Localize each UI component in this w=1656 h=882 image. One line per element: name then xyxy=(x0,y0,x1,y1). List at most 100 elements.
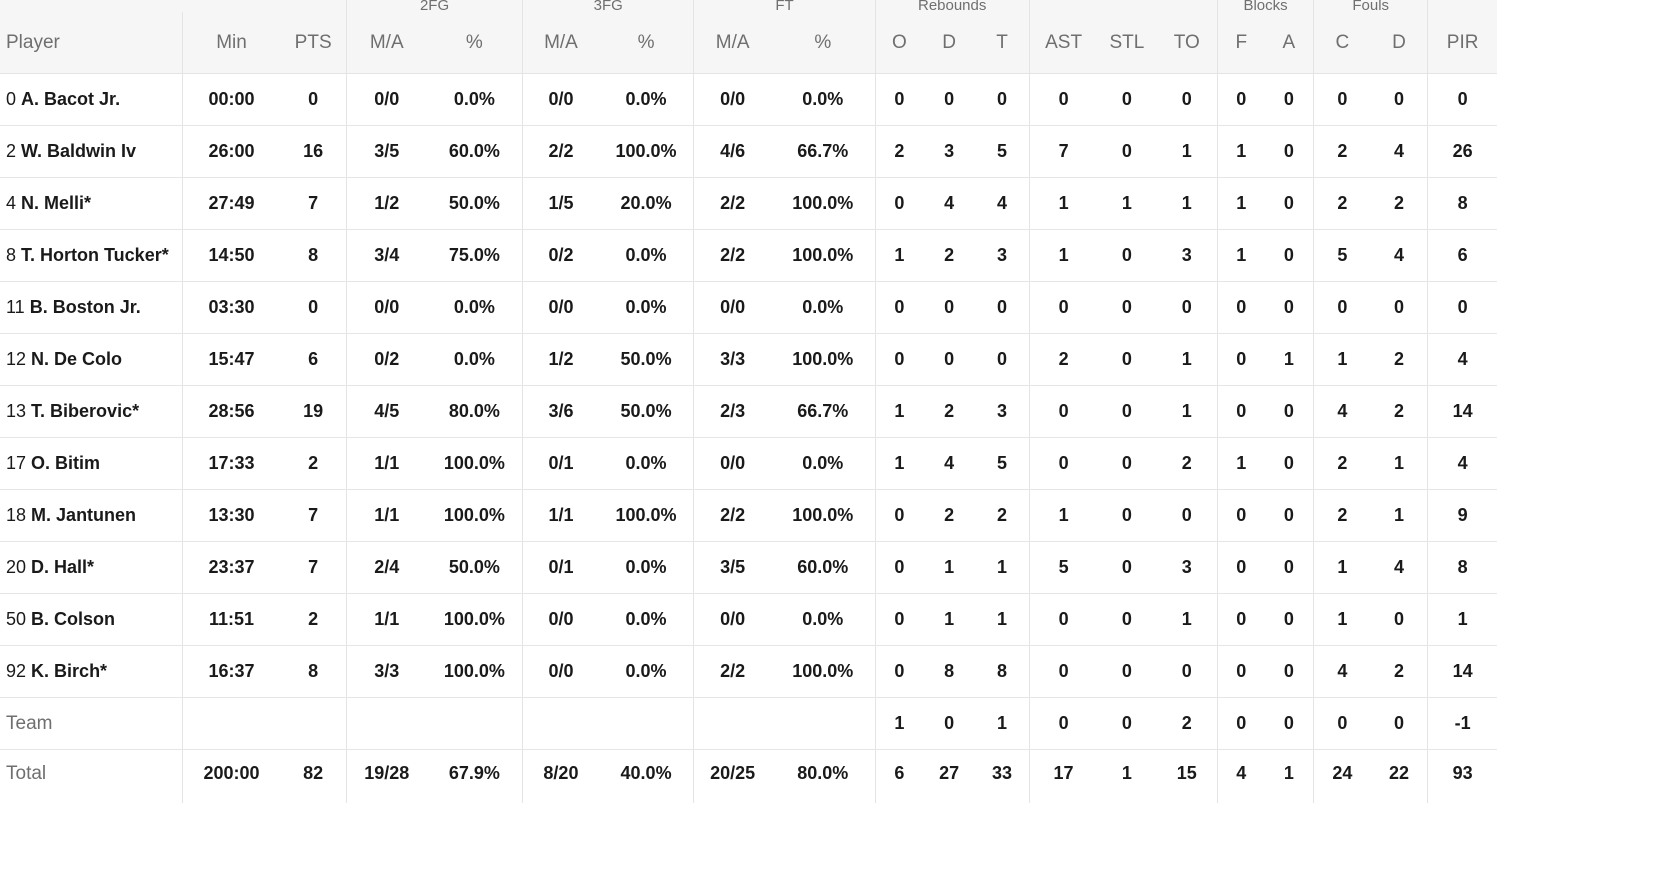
table-row: 2 W. Baldwin Iv 26:00 16 3/5 60.0% 2/2 100.0% 4… xyxy=(0,125,1497,178)
cell-2fg-pct: 60.0% xyxy=(426,125,523,178)
cell-3fg-pct: 100.0% xyxy=(598,125,694,178)
cell-3fg-made-attempted: 0/0 xyxy=(522,645,599,698)
player-name-link[interactable]: W. Baldwin Iv xyxy=(21,141,137,161)
cell-pts xyxy=(280,697,347,750)
cell-2fg-pct: 75.0% xyxy=(426,229,523,282)
cell-ast: 5 xyxy=(1028,541,1098,594)
cell-reb-offensive: 0 xyxy=(874,489,924,542)
column-header-fouls-committed[interactable]: C xyxy=(1313,12,1371,74)
player-number: 92 xyxy=(6,661,27,681)
cell-fouls-drawn: 4 xyxy=(1370,541,1428,594)
cell-ft-made-attempted: 3/3 xyxy=(693,333,771,386)
table-row: 4 N. Melli* 27:49 7 1/2 50.0% 1/5 20.0% 2/2 100.… xyxy=(0,177,1497,230)
player-cell[interactable]: 92 K. Birch* xyxy=(0,645,183,698)
cell-stl: 0 xyxy=(1097,489,1157,542)
cell-blocks-for: 0 xyxy=(1217,385,1265,438)
player-name-link[interactable]: O. Bitim xyxy=(31,453,101,473)
cell-reb-defensive: 0 xyxy=(923,333,976,386)
player-name-link[interactable]: D. Hall* xyxy=(31,557,95,577)
column-header-3fg-made-attempted[interactable]: M/A xyxy=(522,12,599,74)
table-row: 11 B. Boston Jr. 03:30 0 0/0 0.0% 0/0 0.0% 0/0 0… xyxy=(0,281,1497,334)
cell-fouls-committed: 1 xyxy=(1313,541,1371,594)
column-header-stl[interactable]: STL xyxy=(1097,12,1157,74)
cell-min: 200:00 xyxy=(181,749,281,803)
player-number: 2 xyxy=(6,141,17,161)
cell-blocks-for: 0 xyxy=(1217,541,1265,594)
cell-min: 14:50 xyxy=(181,229,281,282)
column-header-3fg-pct[interactable]: % xyxy=(598,12,694,74)
cell-blocks-against: 0 xyxy=(1264,593,1314,646)
player-name-link[interactable]: N. Melli* xyxy=(21,193,92,213)
cell-to: 1 xyxy=(1156,385,1218,438)
column-header-reb-total[interactable]: T xyxy=(975,12,1030,74)
cell-3fg-pct: 0.0% xyxy=(598,437,694,490)
cell-ft-pct: 100.0% xyxy=(770,177,876,230)
player-name-link[interactable]: T. Biberovic* xyxy=(31,401,140,421)
column-header-2fg-made-attempted[interactable]: M/A xyxy=(345,12,427,74)
column-header-ft-made-attempted[interactable]: M/A xyxy=(693,12,771,74)
cell-ast: 1 xyxy=(1028,177,1098,230)
column-header-pts[interactable]: PTS xyxy=(280,12,347,74)
column-header-pir[interactable]: PIR xyxy=(1427,12,1497,74)
cell-to: 1 xyxy=(1156,177,1218,230)
group-header-3fg: 3FG xyxy=(522,0,694,12)
player-cell[interactable]: 0 A. Bacot Jr. xyxy=(0,73,183,126)
player-cell[interactable]: 50 B. Colson xyxy=(0,593,183,646)
cell-pts: 6 xyxy=(280,333,347,386)
cell-ft-made-attempted: 0/0 xyxy=(693,281,771,334)
group-spacer xyxy=(0,0,346,12)
player-name-link[interactable]: N. De Colo xyxy=(31,349,123,369)
cell-3fg-pct: 0.0% xyxy=(598,593,694,646)
player-name-link[interactable]: B. Boston Jr. xyxy=(29,297,141,317)
cell-pir: 0 xyxy=(1427,281,1497,334)
cell-3fg-pct: 0.0% xyxy=(598,73,694,126)
player-name-link[interactable]: M. Jantunen xyxy=(31,505,137,525)
cell-blocks-against: 0 xyxy=(1264,645,1314,698)
column-header-reb-offensive[interactable]: O xyxy=(874,12,924,74)
column-header-min[interactable]: Min xyxy=(181,12,281,74)
player-cell[interactable]: 2 W. Baldwin Iv xyxy=(0,125,183,178)
cell-stl: 0 xyxy=(1097,229,1157,282)
column-header-ast[interactable]: AST xyxy=(1028,12,1098,74)
cell-ft-made-attempted: 2/2 xyxy=(693,645,771,698)
player-cell[interactable]: 17 O. Bitim xyxy=(0,437,183,490)
player-cell[interactable]: 8 T. Horton Tucker* xyxy=(0,229,183,282)
player-name-link[interactable]: A. Bacot Jr. xyxy=(21,89,121,109)
cell-min: 17:33 xyxy=(181,437,281,490)
column-header-ft-pct[interactable]: % xyxy=(770,12,876,74)
player-cell[interactable]: 11 B. Boston Jr. xyxy=(0,281,183,334)
player-cell[interactable]: 13 T. Biberovic* xyxy=(0,385,183,438)
cell-3fg-made-attempted: 0/1 xyxy=(522,541,599,594)
player-cell[interactable]: 18 M. Jantunen xyxy=(0,489,183,542)
cell-fouls-drawn: 0 xyxy=(1370,593,1428,646)
cell-reb-defensive: 27 xyxy=(939,763,960,783)
cell-to: 0 xyxy=(1156,281,1218,334)
column-header-blocks-against[interactable]: A xyxy=(1264,12,1314,74)
cell-ft-pct: 0.0% xyxy=(770,437,876,490)
cell-to: 15 xyxy=(1176,763,1197,783)
player-cell[interactable]: 20 D. Hall* xyxy=(0,541,183,594)
player-name-link[interactable]: B. Colson xyxy=(31,609,116,629)
player-cell[interactable]: 4 N. Melli* xyxy=(0,177,183,230)
column-header-reb-defensive[interactable]: D xyxy=(923,12,976,74)
column-header-blocks-for[interactable]: F xyxy=(1217,12,1265,74)
cell-blocks-against: 0 xyxy=(1264,385,1314,438)
cell-ft-pct: 66.7% xyxy=(770,125,876,178)
player-number: 0 xyxy=(6,89,17,109)
cell-3fg-pct: 20.0% xyxy=(598,177,694,230)
cell-ft-made-attempted xyxy=(693,697,771,750)
player-name-link[interactable]: T. Horton Tucker* xyxy=(21,245,169,265)
cell-min: 16:37 xyxy=(181,645,281,698)
column-header-player[interactable]: Player xyxy=(0,12,183,74)
cell-stl: 1 xyxy=(1097,177,1157,230)
cell-3fg-made-attempted: 1/5 xyxy=(522,177,599,230)
column-header-fouls-drawn[interactable]: D xyxy=(1370,12,1428,74)
cell-to: 2 xyxy=(1156,437,1218,490)
column-header-2fg-pct[interactable]: % xyxy=(426,12,523,74)
player-cell[interactable]: 12 N. De Colo xyxy=(0,333,183,386)
table-row: 0 A. Bacot Jr. 00:00 0 0/0 0.0% 0/0 0.0% 0/0 0.0… xyxy=(0,73,1497,126)
player-name-link[interactable]: K. Birch* xyxy=(31,661,108,681)
cell-fouls-drawn: 2 xyxy=(1370,385,1428,438)
column-header-to[interactable]: TO xyxy=(1156,12,1218,74)
cell-to: 0 xyxy=(1156,73,1218,126)
